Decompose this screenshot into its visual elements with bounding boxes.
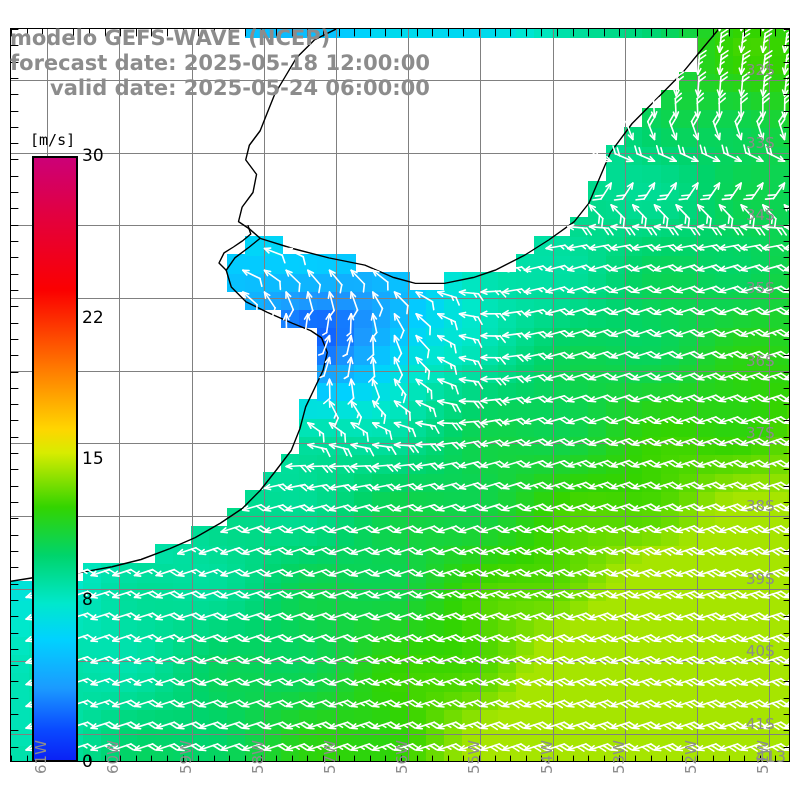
lon-label-61W: 61W <box>32 740 51 774</box>
colorbar-tick-0: 0 <box>82 752 93 772</box>
lon-label-58W: 58W <box>248 740 267 774</box>
map-frame <box>10 28 790 762</box>
lat-label-37S: 37S <box>746 424 775 443</box>
colorbar-tick-30: 30 <box>82 146 104 166</box>
lon-label-56W: 56W <box>393 740 412 774</box>
lat-label-34S: 34S <box>746 206 775 225</box>
lat-label-36S: 36S <box>746 351 775 370</box>
corner-id-label: 413 <box>755 747 786 766</box>
lon-label-60W: 60W <box>104 740 123 774</box>
colorbar-tick-15: 15 <box>82 449 104 469</box>
colorbar <box>32 156 78 762</box>
lat-label-40S: 40S <box>746 642 775 661</box>
wind-barb-overlay <box>11 29 789 761</box>
colorbar-gradient <box>32 156 78 762</box>
map-plot-area <box>11 29 789 761</box>
lat-label-41S: 41S <box>746 714 775 733</box>
lon-label-51W: 51W <box>754 740 773 774</box>
colorbar-tick-8: 8 <box>82 590 93 611</box>
lat-label-38S: 38S <box>746 496 775 515</box>
lat-label-33S: 33S <box>746 133 775 152</box>
lon-label-54W: 54W <box>537 740 556 774</box>
colorbar-tick-22: 22 <box>82 307 104 328</box>
lon-label-52W: 52W <box>682 740 701 774</box>
lon-label-57W: 57W <box>321 740 339 774</box>
lat-label-35S: 35S <box>746 278 775 297</box>
lon-label-55W: 55W <box>465 740 484 774</box>
lon-label-59W: 59W <box>176 740 195 774</box>
lat-label-39S: 39S <box>746 569 775 588</box>
lat-label-32S: 32S <box>746 60 775 79</box>
lon-label-53W: 53W <box>609 740 628 774</box>
colorbar-unit-label: [m/s] <box>30 131 76 149</box>
